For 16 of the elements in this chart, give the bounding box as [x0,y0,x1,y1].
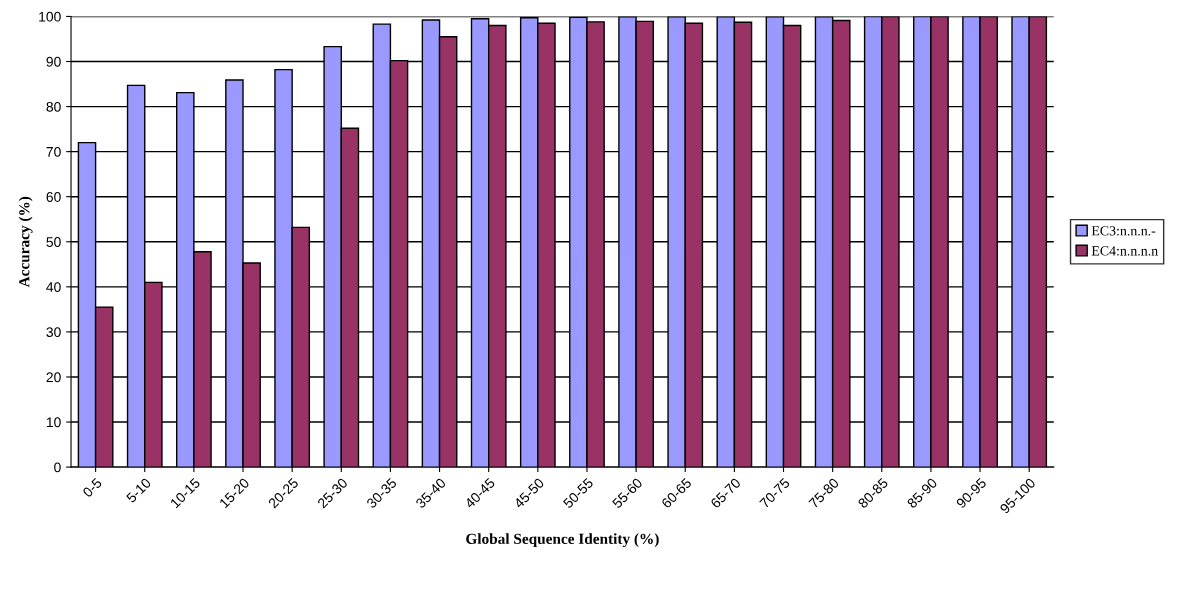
legend-label: EC4:n.n.n.n [1091,246,1158,256]
y-tick-label: 100 [39,11,61,22]
y-tick-label: 40 [46,282,61,293]
y-axis-title: Accuracy (%) [18,196,33,288]
y-tick-label: 30 [46,327,61,338]
y-tick-label: 20 [46,372,61,383]
y-tick-label: 0 [54,462,61,473]
y-tick-label: 70 [46,146,61,157]
y-tick-label: 90 [46,56,61,67]
y-tick-label: 50 [46,237,61,247]
x-tick-label: 0-5 [82,477,103,498]
legend-label: EC3:n.n.n.- [1091,226,1156,236]
x-axis-title: Global Sequence Identity (%) [466,533,659,548]
y-tick-label: 80 [46,101,61,112]
y-tick-label: 60 [46,192,61,202]
y-tick-label: 10 [46,417,61,428]
